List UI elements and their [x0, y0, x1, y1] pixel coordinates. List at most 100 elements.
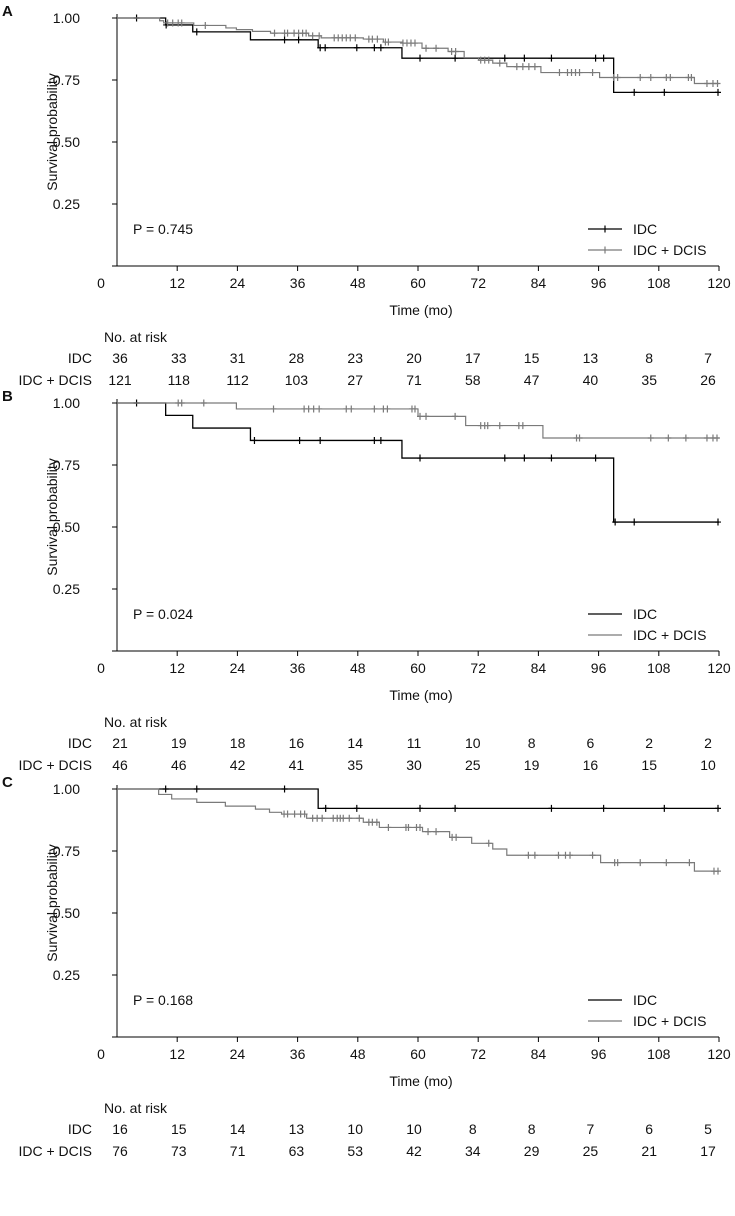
p-value: P = 0.745 — [133, 221, 193, 237]
censor-mark — [631, 88, 638, 96]
y-axis-title: Survival probability — [44, 844, 60, 962]
censor-mark — [647, 434, 654, 442]
risk-value: 21 — [641, 1143, 657, 1159]
x-tick-label: 24 — [230, 275, 246, 291]
x-tick-label: 72 — [470, 275, 486, 291]
censor-mark — [496, 422, 503, 430]
survival-curve — [117, 17, 719, 85]
risk-value: 17 — [700, 1143, 716, 1159]
censor-mark — [301, 810, 308, 818]
censor-mark — [519, 422, 526, 430]
risk-value: 26 — [700, 372, 716, 388]
risk-table-title: No. at risk — [104, 1100, 168, 1116]
x-tick-label: 12 — [169, 660, 185, 676]
risk-value: 7 — [587, 1121, 595, 1137]
legend-label: IDC + DCIS — [633, 242, 707, 258]
censor-mark — [346, 814, 353, 822]
x-tick-label: 84 — [531, 1046, 547, 1062]
y-axis-title: Survival probability — [44, 73, 60, 191]
risk-value: 63 — [289, 1143, 305, 1159]
censor-mark — [631, 518, 638, 526]
survival-curve — [117, 402, 719, 523]
censor-mark — [433, 44, 440, 52]
risk-value: 35 — [641, 372, 657, 388]
censor-mark — [452, 54, 459, 62]
x-tick-label: 108 — [647, 275, 671, 291]
series-idc-dcis — [117, 399, 720, 442]
series-idc — [117, 14, 721, 96]
censor-mark — [162, 785, 169, 793]
censor-mark — [193, 785, 200, 793]
censor-mark — [501, 54, 508, 62]
censor-mark — [322, 804, 329, 812]
censor-mark — [688, 74, 695, 82]
legend-label: IDC + DCIS — [633, 1013, 707, 1029]
censor-mark — [647, 74, 654, 82]
risk-value: 16 — [583, 757, 599, 773]
risk-value: 15 — [171, 1121, 187, 1137]
risk-value: 121 — [108, 372, 132, 388]
censor-mark — [352, 34, 359, 42]
risk-value: 58 — [465, 372, 481, 388]
censor-mark — [589, 69, 596, 77]
risk-value: 2 — [704, 735, 712, 751]
risk-value: 34 — [465, 1143, 481, 1159]
panel-c: C0.250.500.751.000 12 24 36 48 60 72 84 96 108 120… — [2, 774, 731, 1159]
censor-mark — [513, 63, 520, 71]
x-tick-label: 72 — [470, 1046, 486, 1062]
censor-mark — [356, 814, 363, 822]
censor-mark — [169, 19, 176, 27]
censor-mark — [637, 859, 644, 867]
x-tick-label: 120 — [707, 660, 731, 676]
x-tick-label: 12 — [169, 1046, 185, 1062]
censor-mark — [296, 436, 303, 444]
censor-mark — [284, 810, 291, 818]
x-tick-label: 36 — [290, 660, 306, 676]
censor-mark — [612, 518, 619, 526]
survival-curve — [117, 788, 719, 872]
censor-mark — [373, 818, 380, 826]
censor-mark — [417, 54, 424, 62]
survival-curve — [117, 402, 719, 439]
x-tick-label: 0 — [97, 1046, 105, 1062]
censor-mark — [600, 804, 607, 812]
risk-value: 73 — [171, 1143, 187, 1159]
censor-mark — [310, 405, 317, 413]
risk-row-label: IDC — [68, 350, 92, 366]
risk-value: 13 — [289, 1121, 305, 1137]
censor-mark — [485, 839, 492, 847]
x-tick-label: 60 — [410, 275, 426, 291]
y-tick-label: 0.25 — [53, 196, 80, 212]
x-tick-label: 36 — [290, 1046, 306, 1062]
risk-row-label: IDC + DCIS — [18, 1143, 92, 1159]
risk-value: 5 — [704, 1121, 712, 1137]
risk-value: 103 — [285, 372, 309, 388]
risk-value: 14 — [347, 735, 363, 751]
risk-value: 13 — [583, 350, 599, 366]
x-tick-label: 60 — [410, 660, 426, 676]
censor-mark — [374, 35, 381, 43]
x-tick-label: 48 — [350, 1046, 366, 1062]
risk-value: 7 — [704, 350, 712, 366]
censor-mark — [303, 29, 310, 37]
censor-mark — [417, 454, 424, 462]
risk-value: 47 — [524, 372, 540, 388]
censor-mark — [452, 804, 459, 812]
censor-mark — [353, 804, 360, 812]
panel-a: A 0.25 0.50 0.75 1.00 0 12 24 36 48 60 72 84 96 108 120… — [2, 3, 731, 388]
risk-value: 18 — [230, 735, 246, 751]
x-tick-label: 96 — [591, 1046, 607, 1062]
censor-mark — [319, 814, 326, 822]
censor-mark — [193, 28, 200, 36]
risk-value: 19 — [171, 735, 187, 751]
panel-label: B — [2, 388, 13, 405]
censor-mark — [703, 79, 710, 87]
y-tick-label: 0.50 — [53, 519, 80, 535]
y-tick-label: 1.00 — [53, 395, 80, 411]
risk-value: 31 — [230, 350, 246, 366]
censor-mark — [417, 823, 424, 831]
censor-mark — [703, 434, 710, 442]
x-tick-label: 36 — [290, 275, 306, 291]
censor-mark — [661, 88, 668, 96]
